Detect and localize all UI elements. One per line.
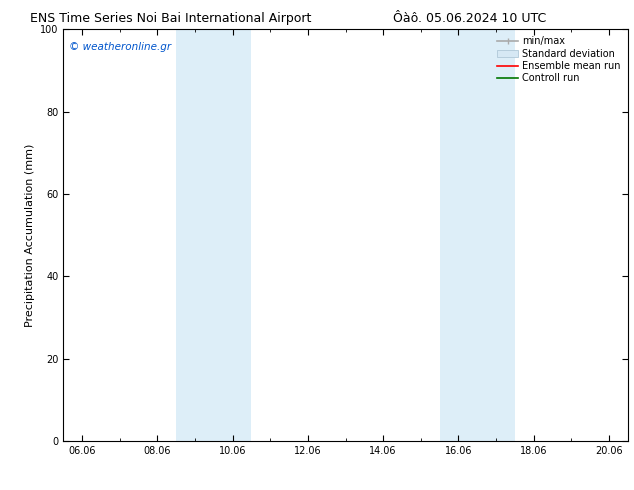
Text: Ôàô. 05.06.2024 10 UTC: Ôàô. 05.06.2024 10 UTC xyxy=(392,12,546,25)
Text: ENS Time Series Noi Bai International Airport: ENS Time Series Noi Bai International Ai… xyxy=(30,12,312,25)
Y-axis label: Precipitation Accumulation (mm): Precipitation Accumulation (mm) xyxy=(25,144,35,327)
Text: © weatheronline.gr: © weatheronline.gr xyxy=(69,42,171,52)
Bar xyxy=(439,29,515,441)
Bar xyxy=(176,29,252,441)
Legend: min/max, Standard deviation, Ensemble mean run, Controll run: min/max, Standard deviation, Ensemble me… xyxy=(495,34,623,85)
